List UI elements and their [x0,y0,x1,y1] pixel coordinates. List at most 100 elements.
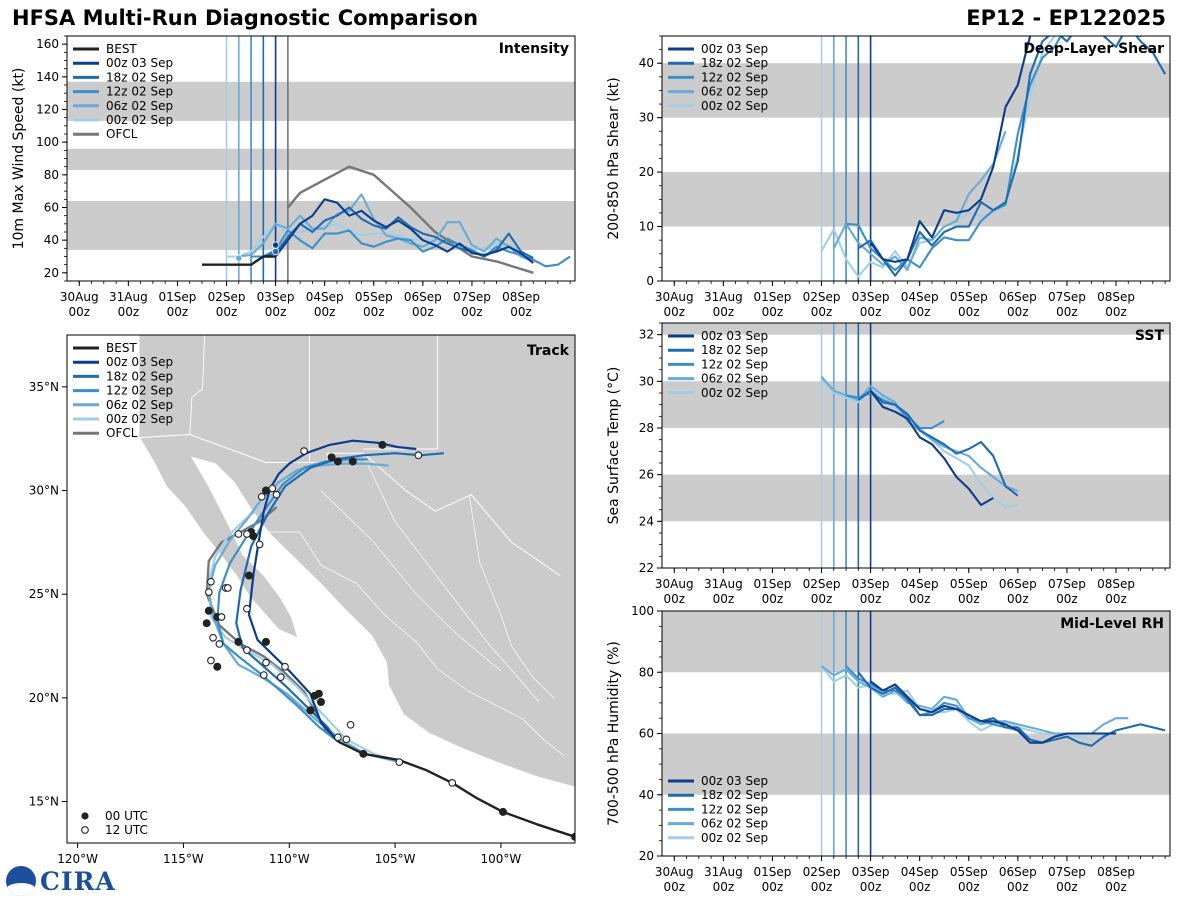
x-tick-label-hour: 00z [1056,880,1078,894]
threshold-band-1 [662,63,1170,118]
y-tick-label: 140 [36,70,59,84]
legend-entry: 12z 02 Sep [106,85,173,99]
x-tick-label-hour: 00z [1056,305,1078,319]
x-tick-label-day: 01Sep [753,865,791,879]
x-tick-label-day: 30Aug [655,577,694,591]
legend-entry: 00z 03 Sep [106,56,173,70]
x-tick-label-day: 06Sep [999,865,1037,879]
y-tick-label: 24 [639,514,654,528]
storm-id: EP12 - EP122025 [966,6,1166,30]
threshold-band-0 [67,200,575,250]
track-point-12utc [448,779,457,787]
y-tick-label: 20 [44,266,59,280]
x-tick-label-hour: 00z [1007,880,1029,894]
track-point-00utc [204,606,213,615]
state-border [362,455,540,703]
legend-entry: 18z 02 Sep [106,70,173,84]
country-border [138,433,561,576]
y-tick-label: 32 [639,328,654,342]
y-axis-label: 200-850 hPa Shear (kt) [606,77,622,239]
marker-legend-entry: 00 UTC [105,809,148,823]
x-tick-label-hour: 00z [265,305,287,319]
track-point-00utc [327,453,336,462]
x-tick-label-hour: 00z [909,305,931,319]
state-border [242,531,565,757]
series-12z-02-sep [251,229,571,268]
track-point-00utc [234,637,243,646]
track-12z-02-sep [216,458,368,743]
y-tick-label: 30°N [29,484,59,498]
panel-title: SST [1135,328,1165,344]
track-00z-03-sep [247,439,417,743]
panel-title: Intensity [499,41,569,57]
x-tick-label: 110°W [269,852,310,866]
legend-entry: 12z 02 Sep [701,70,768,84]
plot-area-shear [662,36,1170,281]
y-axis-label: 700-500 hPa Humidity (%) [606,641,622,826]
panel-sst: 22242628303230Aug00z31Aug00z01Sep00z02Se… [606,322,1171,606]
x-tick-label-day: 02Sep [803,290,841,304]
track-point-12utc [255,540,264,549]
y-tick-label: 20°N [29,691,59,705]
x-tick-label-day: 07Sep [1048,865,1086,879]
x-tick-label-hour: 00z [1105,592,1127,606]
state-border [468,494,555,699]
x-tick-label-day: 05Sep [355,290,393,304]
x-tick-label-hour: 00z [314,305,336,319]
y-tick-label: 22 [639,561,654,575]
track-point-00utc [316,698,325,707]
state-border [189,335,206,435]
x-tick-label-day: 03Sep [257,290,295,304]
x-tick-label-hour: 00z [1007,305,1029,319]
plot-frame [661,322,1171,569]
x-tick-label-hour: 00z [118,305,140,319]
x-tick-label-day: 05Sep [950,577,988,591]
track-point-12utc [300,447,308,455]
threshold-band-2 [662,323,1170,335]
point-marker-1 [271,241,280,249]
x-tick-label-hour: 00z [713,592,735,606]
x-tick-label-day: 08Sep [502,290,540,304]
x-tick-label-hour: 00z [762,305,784,319]
track-point-00utc [202,619,211,628]
y-tick-label: 25°N [29,587,59,601]
panel-track: 120°W 115°W 110°W 105°W 100°W 15°N 20°N 25°N 30°… [29,334,576,866]
track-point-12utc [234,530,243,538]
x-tick-label-hour: 00z [958,592,980,606]
state-border [320,490,502,672]
track-point-12utc [342,735,351,744]
series-06z-02-sep [820,665,1129,735]
track-point-12utc [217,613,226,621]
x-tick-label-hour: 00z [663,305,685,319]
track-point-00utc [306,706,315,715]
cira-logo-text: CIRA [40,866,116,896]
x-tick-label-day: 06Sep [404,290,442,304]
series-06z-02-sep [238,193,534,263]
land-mass [138,335,575,788]
panel-title: Track [527,343,570,359]
x-tick-label-hour: 00z [811,880,833,894]
track-point-12utc [262,658,270,667]
x-tick-label-hour: 00z [958,305,980,319]
track-point-12utc [224,584,232,592]
legend-entry: 06z 02 Sep [106,398,173,412]
track-point-00utc [499,807,508,816]
legend-entry: 00z 02 Sep [701,831,768,845]
legend-entry: BEST [106,42,137,56]
track-point-12utc [207,577,215,586]
x-tick-label-day: 07Sep [1048,577,1086,591]
y-tick-label: 28 [639,421,654,435]
x-tick-label-day: 02Sep [803,577,841,591]
x-tick-label-hour: 00z [811,305,833,319]
x-tick-label-hour: 00z [860,880,882,894]
x-tick-label-hour: 00z [909,592,931,606]
series-00z-02-sep [820,36,1058,278]
y-tick-label: 60 [639,727,654,741]
x-tick-label-day: 03Sep [852,865,890,879]
x-tick-label-day: 03Sep [852,290,890,304]
track-point-12utc [204,588,213,596]
marker-legend-12utc-symbol [81,826,89,834]
